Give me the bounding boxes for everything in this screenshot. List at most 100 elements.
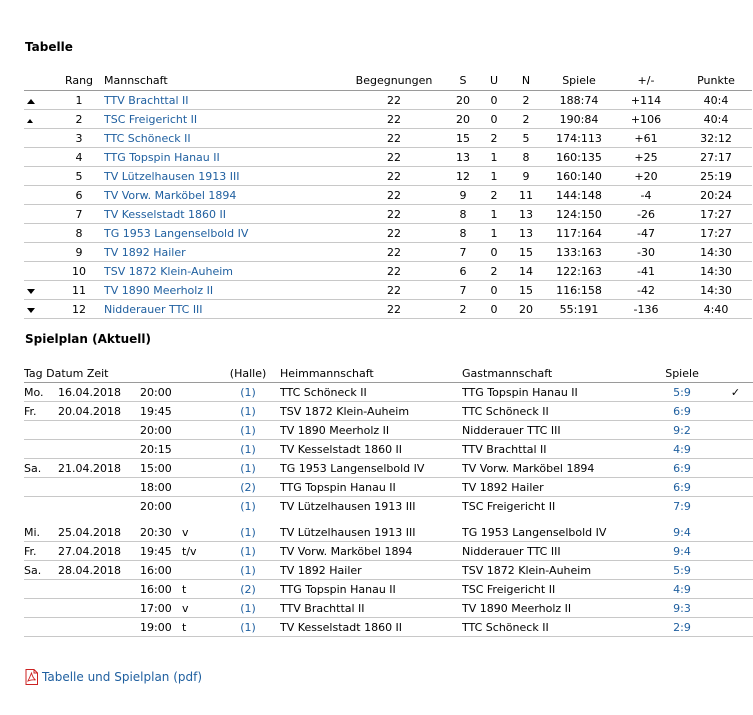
spiele-cell: 190:84: [546, 109, 612, 129]
header-n: N: [506, 70, 546, 91]
team-link[interactable]: TTG Topspin Hanau II: [104, 150, 220, 164]
team-cell: TV 1892 Hailer: [104, 242, 344, 262]
team-link[interactable]: TV 1890 Meerholz II: [104, 283, 214, 297]
trend-cell: [24, 90, 54, 110]
ergebnis-link[interactable]: 9:4: [673, 544, 691, 558]
team-link[interactable]: TV Vorw. Marköbel 1894: [104, 188, 237, 202]
check-icon: [718, 523, 753, 542]
rang-cell: 10: [54, 261, 104, 281]
ergebnis-cell: 5:9: [646, 382, 719, 402]
ergebnis-link[interactable]: 6:9: [673, 480, 691, 494]
gast-cell: TV Vorw. Marköbel 1894: [462, 458, 647, 478]
ergebnis-link[interactable]: 6:9: [673, 461, 691, 475]
team-cell: Nidderauer TTC III: [104, 299, 344, 319]
ergebnis-cell: 5:9: [646, 560, 719, 580]
halle-cell: (1): [216, 598, 281, 618]
ergebnis-cell: 9:4: [646, 541, 719, 561]
team-cell: TV Vorw. Marköbel 1894: [104, 185, 344, 205]
halle-link[interactable]: (1): [240, 525, 256, 539]
diff-cell: +61: [612, 128, 680, 148]
halle-link[interactable]: (1): [240, 423, 256, 437]
ergebnis-link[interactable]: 5:9: [673, 563, 691, 577]
halle-cell: (1): [216, 560, 281, 580]
diff-cell: +25: [612, 147, 680, 167]
u-cell: 0: [482, 242, 506, 262]
halle-link[interactable]: (1): [240, 499, 256, 513]
halle-link[interactable]: (2): [240, 582, 256, 596]
rang-cell: 5: [54, 166, 104, 186]
ergebnis-link[interactable]: 4:9: [673, 582, 691, 596]
spielplan-heading: Spielplan (Aktuell): [25, 332, 151, 346]
team-link[interactable]: TG 1953 Langenselbold IV: [104, 226, 249, 240]
tag-cell: Mo.: [24, 382, 58, 402]
ergebnis-link[interactable]: 6:9: [673, 404, 691, 418]
trend-down-icon: [27, 307, 35, 313]
n-cell: 9: [506, 166, 546, 186]
begegnungen-cell: 22: [344, 204, 444, 224]
punkte-cell: 14:30: [680, 280, 752, 300]
s-cell: 12: [444, 166, 482, 186]
ergebnis-link[interactable]: 5:9: [673, 385, 691, 399]
team-link[interactable]: TSV 1872 Klein-Auheim: [104, 264, 234, 278]
team-link[interactable]: Nidderauer TTC III: [104, 302, 203, 316]
heim-cell: TTG Topspin Hanau II: [280, 477, 463, 497]
team-link[interactable]: TV 1892 Hailer: [104, 245, 186, 259]
ergebnis-cell: 6:9: [646, 458, 719, 478]
ergebnis-link[interactable]: 9:3: [673, 601, 691, 615]
s-cell: 2: [444, 299, 482, 319]
standings-row: 10 TSV 1872 Klein-Auheim 22 6 2 14 122:163 -41 1…: [24, 261, 752, 281]
flag-cell: [182, 382, 217, 402]
halle-link[interactable]: (1): [240, 442, 256, 456]
halle-link[interactable]: (2): [240, 480, 256, 494]
check-icon: [718, 458, 753, 478]
team-link[interactable]: TV Kesselstadt 1860 II: [104, 207, 227, 221]
team-link[interactable]: TV Lützelhausen 1913 III: [104, 169, 240, 183]
heim-cell: TV Lützelhausen 1913 III: [280, 523, 463, 542]
schedule-row: 16:00 t (2) TTG Topspin Hanau II TSC Freiger…: [24, 579, 753, 599]
halle-cell: (1): [216, 439, 281, 459]
datum-cell: [58, 439, 140, 459]
n-cell: 15: [506, 280, 546, 300]
halle-link[interactable]: (1): [240, 620, 256, 634]
s-cell: 9: [444, 185, 482, 205]
flag-cell: [182, 497, 216, 516]
u-cell: 0: [482, 109, 506, 129]
ergebnis-cell: 4:9: [646, 579, 719, 599]
header-check: [718, 364, 753, 383]
check-icon: [718, 598, 753, 618]
pdf-link-label[interactable]: Tabelle und Spielplan (pdf): [42, 670, 203, 684]
zeit-cell: 19:00: [140, 617, 183, 637]
team-link[interactable]: TSC Freigericht II: [104, 112, 198, 126]
ergebnis-link[interactable]: 2:9: [673, 620, 691, 634]
ergebnis-link[interactable]: 9:4: [673, 525, 691, 539]
check-icon: [718, 617, 753, 637]
halle-link[interactable]: (1): [240, 601, 256, 615]
halle-link[interactable]: (1): [240, 461, 256, 475]
ergebnis-link[interactable]: 4:9: [673, 442, 691, 456]
standings-row: 3 TTC Schöneck II 22 15 2 5 174:113 +61 32:12: [24, 128, 752, 148]
flag-cell: [182, 439, 217, 459]
schedule-row: 17:00 v (1) TTV Brachttal II TV 1890 Meerhol…: [24, 598, 753, 618]
pdf-download-link[interactable]: Tabelle und Spielplan (pdf): [25, 668, 202, 686]
check-icon: [718, 497, 753, 516]
ergebnis-link[interactable]: 9:2: [673, 423, 691, 437]
halle-link[interactable]: (1): [240, 385, 256, 399]
ergebnis-cell: 6:9: [646, 401, 719, 421]
zeit-cell: 19:45: [140, 541, 183, 561]
ergebnis-link[interactable]: 7:9: [673, 499, 691, 513]
begegnungen-cell: 22: [344, 242, 444, 262]
halle-link[interactable]: (1): [240, 544, 256, 558]
u-cell: 1: [482, 166, 506, 186]
schedule-row: 20:00 (1) TV 1890 Meerholz II Nidderauer TT…: [24, 420, 753, 440]
halle-link[interactable]: (1): [240, 563, 256, 577]
halle-link[interactable]: (1): [240, 404, 256, 418]
flag-cell: t/v: [182, 541, 217, 561]
diff-cell: -30: [612, 242, 680, 262]
team-link[interactable]: TTC Schöneck II: [104, 131, 191, 145]
n-cell: 13: [506, 204, 546, 224]
datum-cell: 28.04.2018: [58, 560, 140, 580]
halle-cell: (1): [216, 541, 281, 561]
punkte-cell: 40:4: [680, 109, 752, 129]
team-link[interactable]: TTV Brachttal II: [104, 93, 189, 107]
pdf-icon: [25, 669, 38, 685]
